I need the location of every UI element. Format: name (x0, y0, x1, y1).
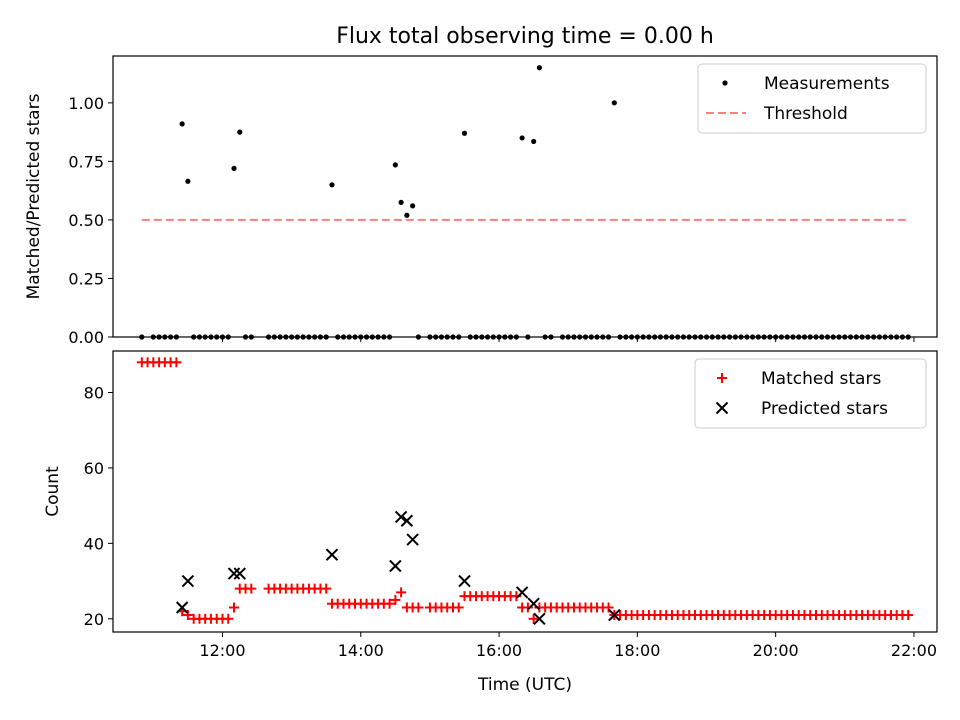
matched-star-marker (171, 357, 182, 368)
predicted-star-marker (608, 608, 621, 622)
predicted-star-marker (400, 514, 414, 527)
predicted-star-marker (175, 601, 189, 614)
matched-star-marker (603, 602, 614, 613)
measurement-point (329, 182, 335, 188)
plot-frame (112, 350, 938, 633)
predicted-star-marker (389, 559, 402, 573)
measurement-point (531, 138, 537, 145)
legend-label: Predicted stars (761, 399, 888, 419)
chart-title: Flux total observing time = 0.00 h (336, 24, 714, 49)
predicted-star-marker (458, 574, 471, 588)
measurement-point (392, 162, 398, 168)
legend-predicted-swatch (715, 401, 729, 415)
x-tick-label: 16:00 (476, 641, 522, 660)
x-tick-label: 22:00 (891, 641, 937, 660)
legend-box (697, 63, 927, 134)
y-tick-label: 0.25 (68, 269, 104, 288)
legend-measurement-swatch (722, 80, 728, 86)
legend-label: Matched stars (761, 369, 881, 389)
data-marks (136, 357, 914, 626)
measurement-point (185, 178, 191, 184)
y-axis-label: Count (43, 466, 63, 517)
measurement-point (179, 121, 185, 127)
x-axis-label: Time (UTC) (477, 675, 572, 695)
x-tick-label: 14:00 (338, 641, 384, 660)
measurement-point (237, 129, 243, 135)
measurement-point (611, 100, 617, 106)
legend-label: Measurements (764, 74, 890, 94)
matched-star-marker (390, 594, 401, 605)
x-tick-label: 20:00 (753, 641, 799, 660)
y-tick-label: 60 (84, 459, 104, 478)
matched-star-marker (384, 598, 395, 609)
x-tick-label: 12:00 (199, 641, 245, 660)
matched-star-marker (182, 610, 193, 621)
measurement-point (519, 135, 525, 141)
predicted-star-marker (515, 586, 529, 599)
matched-star-marker (229, 602, 240, 613)
y-tick-label: 0.75 (68, 152, 104, 171)
predicted-star-marker (227, 567, 241, 580)
matched-star-marker (413, 602, 424, 613)
legend: Matched stars Predicted stars (694, 358, 927, 429)
measurement-point (404, 212, 410, 218)
matched-star-marker (321, 583, 332, 594)
legend-box (694, 358, 927, 429)
x-tick-label: 18:00 (614, 641, 660, 660)
predicted-star-marker (325, 548, 339, 561)
y-tick-label: 0.50 (68, 211, 104, 230)
predicted-star-marker (533, 612, 546, 626)
matched-star-marker (246, 583, 257, 594)
measurement-point (410, 203, 416, 209)
y-axis-label: Matched/Predicted stars (24, 93, 44, 299)
predicted-star-marker (406, 533, 419, 546)
measurement-point (231, 165, 237, 171)
measurement-point (461, 130, 468, 136)
y-tick-label: 20 (84, 610, 104, 629)
legend: Measurements Threshold (697, 63, 927, 134)
y-tick-label: 80 (84, 383, 104, 402)
legend-label: Threshold (763, 104, 848, 124)
predicted-star-marker (527, 597, 540, 610)
measurement-point (398, 199, 404, 205)
matched-star-marker (453, 602, 464, 613)
y-tick-label: 0.00 (68, 328, 104, 347)
matched-star-marker (528, 613, 539, 624)
bottom-plot-panel: 20 40 60 80 12:00 14:00 16:00 18:00 20:00 22:00 Co… (43, 350, 938, 695)
predicted-star-marker (181, 574, 195, 588)
predicted-star-marker (233, 567, 246, 580)
predicted-star-marker (394, 510, 408, 524)
matched-star-marker (903, 610, 914, 621)
measurement-point (536, 65, 543, 71)
y-tick-label: 1.00 (68, 94, 104, 113)
plot-frame (112, 55, 938, 338)
top-plot-panel: 0.00 0.25 0.50 0.75 1.00 Matched/Predicted st… (24, 55, 938, 347)
matched-star-marker (396, 587, 407, 598)
y-tick-label: 40 (84, 534, 104, 553)
matched-star-marker (223, 613, 234, 624)
